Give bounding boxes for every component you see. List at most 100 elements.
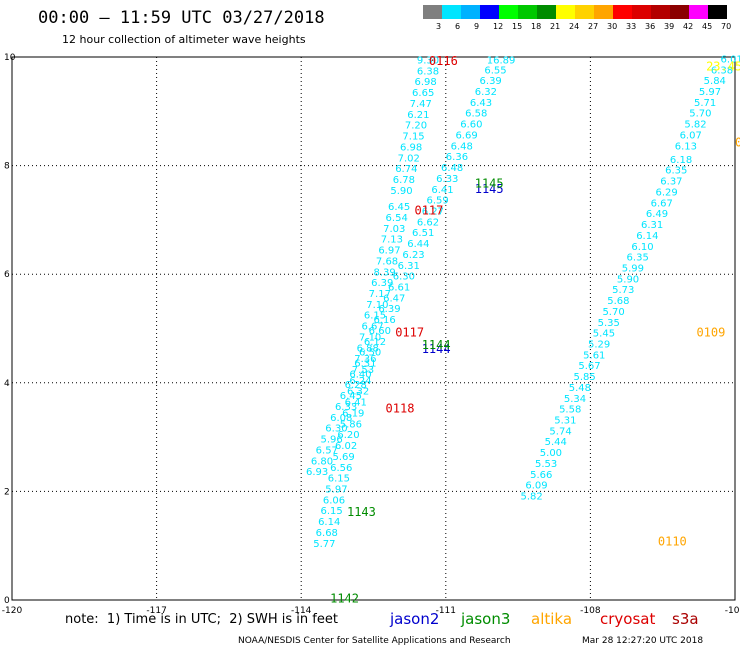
swh-value-altika: 6.01 (721, 54, 740, 65)
pass-time-label: 0118 (386, 402, 415, 416)
color-scale-swatch (670, 5, 689, 19)
swh-value-altika: 6.09 (525, 481, 547, 492)
color-scale-label: 24 (569, 22, 580, 31)
color-scale-label: 3 (436, 22, 442, 31)
swh-value-altika: 5.82 (521, 492, 543, 503)
swh-value-jason3: 6.45 (388, 202, 410, 213)
color-scale-label: 30 (607, 22, 618, 31)
color-scale-swatch (594, 5, 613, 19)
color-scale-swatch (537, 5, 556, 19)
swh-value-jason3: 6.14 (318, 517, 340, 528)
satellite-legend-altika: altika (531, 610, 573, 628)
swh-value-altika: 6.35 (665, 166, 687, 177)
swh-value-jason3: 6.98 (414, 77, 436, 88)
color-scale-label: 45 (702, 22, 713, 31)
footer-note: note: 1) Time is in UTC; 2) SWH is in fe… (65, 612, 338, 627)
swh-value-jason3: 6.15 (328, 474, 350, 485)
swh-value-jason2: 6.28 (345, 380, 367, 391)
swh-value-jason2: 6.57 (316, 445, 338, 456)
swh-value-jason3: 9.30 (417, 56, 439, 67)
swh-value-jason3: 6.67 (361, 322, 383, 333)
swh-value-jason3: 6.20 (337, 430, 359, 441)
x-tick-label: -108 (580, 606, 601, 616)
swh-value-altika: 5.97 (699, 87, 721, 98)
color-scale-swatch (423, 5, 442, 19)
plot-frame (11, 56, 736, 601)
color-scale-label: 18 (531, 22, 542, 31)
swh-value-altika: 5.29 (588, 340, 610, 351)
x-tick-label: -105 (725, 606, 740, 616)
swh-value-jason2: 6.48 (441, 163, 463, 174)
color-scale-swatch (518, 5, 537, 19)
swh-value-jason3: 6.19 (342, 408, 364, 419)
swh-value-jason3: 6.21 (407, 110, 429, 121)
swh-value-jason3: 6.02 (335, 441, 357, 452)
swh-value-altika: 5.73 (612, 285, 634, 296)
color-scale-swatch (613, 5, 632, 19)
swh-value-altika: 5.74 (549, 426, 571, 437)
swh-value-jason2: 6.69 (455, 130, 477, 141)
color-scale-swatch (556, 5, 575, 19)
pass-time-label: 1142 (330, 592, 359, 606)
swh-value-altika: 6.35 (627, 253, 649, 264)
footer-timestamp: Mar 28 12:27:20 UTC 2018 (582, 636, 704, 646)
swh-value-jason3: 6.54 (386, 213, 408, 224)
chart-subtitle: 12 hour collection of altimeter wave hei… (62, 33, 306, 46)
swh-value-altika: 5.82 (684, 120, 706, 131)
color-scale-swatch (499, 5, 518, 19)
swh-value-jason2: 6.50 (359, 348, 381, 359)
x-tick-label: -117 (146, 606, 166, 616)
color-scale-label: 6 (455, 22, 461, 31)
swh-value-jason3: 8.39 (374, 267, 396, 278)
swh-value-jason2: 6.23 (402, 250, 424, 261)
pass-time-label: 1145 (475, 182, 504, 196)
swh-value-jason2: 6.16 (374, 315, 396, 326)
swh-value-altika: 6.13 (675, 141, 697, 152)
swh-value-jason2: 6.27 (422, 206, 444, 217)
color-scale-label: 39 (664, 22, 675, 31)
swh-value-altika: 6.07 (680, 130, 702, 141)
swh-value-altika: 6.10 (631, 242, 653, 253)
swh-value-jason3: 7.03 (383, 224, 405, 235)
color-scale-swatch (632, 5, 651, 19)
swh-value-altika: 5.99 (622, 263, 644, 274)
pass-time-label: 1144 (422, 342, 451, 356)
swh-value-jason3: 6.38 (417, 66, 439, 77)
swh-value-jason3: 7.02 (398, 153, 420, 164)
swh-value-jason2: 6.55 (484, 65, 506, 76)
color-scale-label: 36 (645, 22, 656, 31)
swh-value-jason2: 6.39 (480, 76, 502, 87)
swh-value-jason2: 6.44 (407, 239, 429, 250)
color-scale-label: 15 (512, 22, 523, 31)
y-tick-label: 4 (4, 379, 10, 389)
swh-value-jason3: 6.15 (364, 311, 386, 322)
swh-value-jason3: 7.36 (354, 354, 376, 365)
x-tick-label: -111 (436, 606, 456, 616)
swh-value-jason3: 6.74 (395, 164, 417, 175)
swh-value-jason3: 7.10 (359, 332, 381, 343)
swh-value-jason2: 6.32 (475, 87, 497, 98)
swh-value-jason3: 7.10 (366, 300, 388, 311)
y-tick-label: 10 (4, 53, 16, 63)
swh-value-jason3: 6.41 (345, 398, 367, 409)
color-scale-label: 27 (588, 22, 599, 31)
swh-value-jason3: 7.20 (405, 121, 427, 132)
x-tick-label: -120 (2, 606, 23, 616)
swh-value-jason3: 7.13 (381, 235, 403, 246)
swh-value-jason2: 16.89 (487, 56, 516, 67)
footer-credit: NOAA/NESDIS Center for Satellite Applica… (238, 636, 511, 646)
swh-value-jason2: 6.39 (378, 304, 400, 315)
swh-value-altika: 5.70 (689, 109, 711, 120)
swh-value-altika: 6.29 (655, 187, 677, 198)
satellite-legend-jason2: jason2 (390, 610, 440, 628)
swh-value-jason2: 6.48 (451, 141, 473, 152)
color-scale-label: 12 (493, 22, 504, 31)
swh-value-jason2: 6.30 (393, 272, 415, 283)
color-scale-swatch (575, 5, 594, 19)
swh-value-jason3: 6.32 (347, 387, 369, 398)
pass-time-label: 01 (735, 136, 740, 150)
swh-value-altika: 6.37 (660, 177, 682, 188)
swh-value-altika: 5.68 (607, 296, 629, 307)
swh-value-jason2: 6.43 (470, 98, 492, 109)
